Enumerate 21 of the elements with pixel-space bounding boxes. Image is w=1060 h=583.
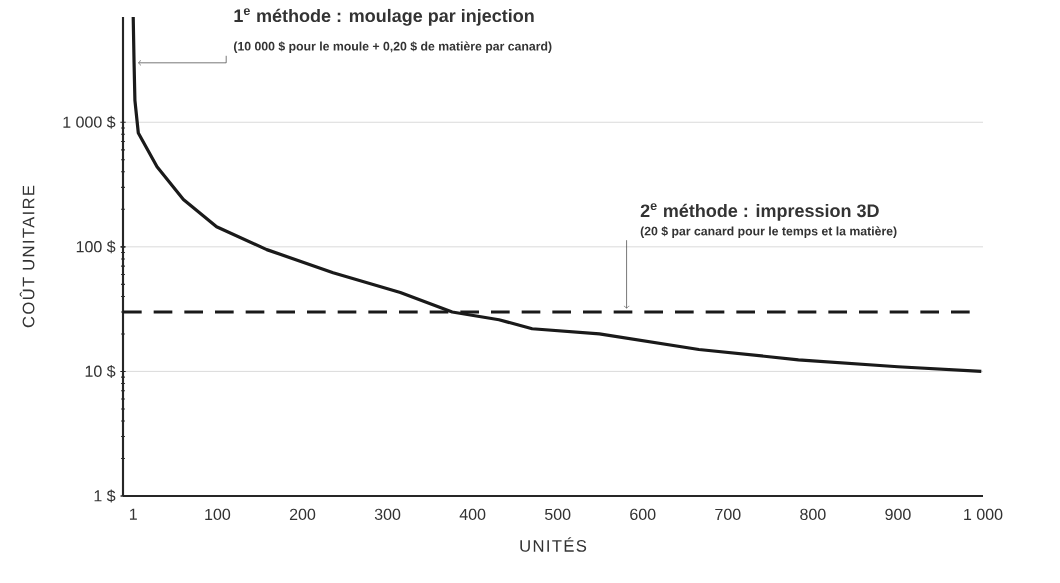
x-tick-label: 300: [374, 508, 401, 521]
annotation: 1$^{e}$ méthode : moulage par injection: [234, 8, 534, 26]
x-tick-label: 700: [715, 508, 741, 521]
y-tick-label: 100 $: [76, 240, 116, 254]
x-tick-label: 800: [800, 508, 826, 521]
annotation: 2$^{e}$ méthode : impression 3D: [640, 203, 879, 221]
x-tick-label: 600: [630, 508, 656, 521]
y-tick-label: 10 $: [85, 364, 116, 378]
x-tick-label: 900: [885, 508, 911, 521]
x-tick-label: 100: [205, 508, 231, 521]
x-tick-label: 1: [129, 508, 137, 520]
x-tick-label: 500: [544, 508, 571, 521]
y-axis-title: COÛT UNITAIRE: [19, 185, 35, 328]
y-tick-label: 1 000 $: [63, 115, 116, 129]
x-axis-title: UNITÉS: [520, 537, 587, 552]
y-tick-label: 1 $: [94, 489, 116, 503]
annotation: (20 $ par canard pour le temps et la matière): [640, 226, 897, 238]
x-tick-label: 200: [289, 508, 316, 521]
annotation: (10 000 $ pour le moule + 0,20 $ de matière par canard): [233, 41, 552, 53]
x-tick-label: 400: [459, 508, 486, 521]
x-tick-label: 1 000: [964, 508, 1003, 521]
